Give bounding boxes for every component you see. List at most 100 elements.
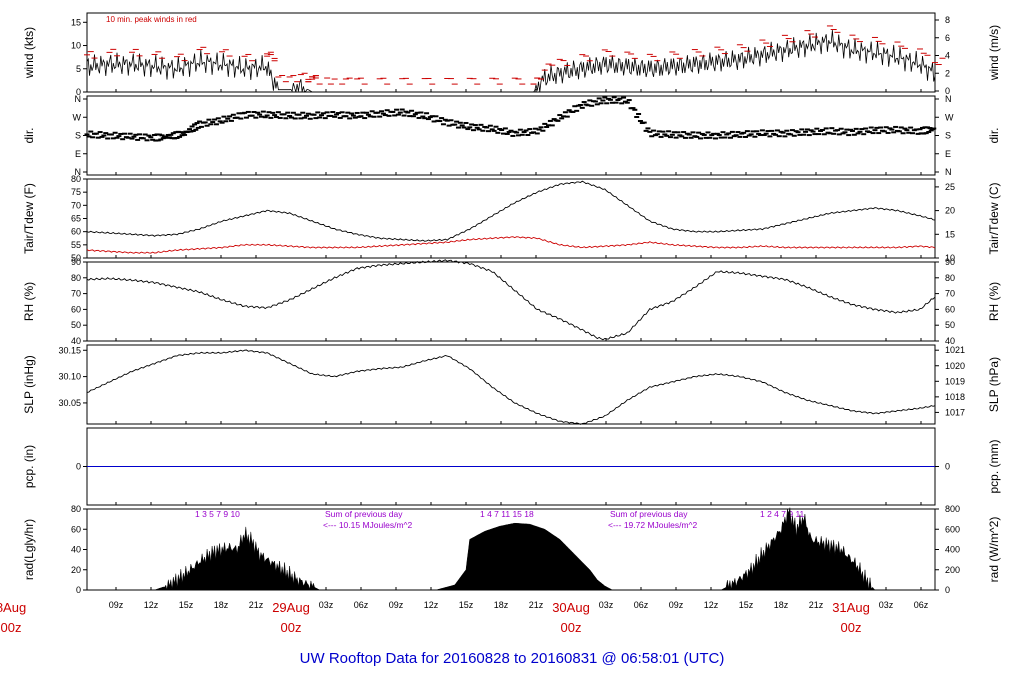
temperature-series-1 <box>86 236 936 254</box>
y-tick-label-right: 50 <box>945 320 955 330</box>
rad-area-0 <box>154 526 321 591</box>
y-tick-label-right: 0 <box>945 86 950 96</box>
y-tick-label-right: 15 <box>945 229 955 239</box>
y-axis-label-right-dir: dir. <box>987 127 1001 143</box>
y-axis-label-left-rh: RH (%) <box>22 282 36 321</box>
y-tick-label-left: 50 <box>71 253 81 263</box>
y-axis-label-left-temperature: Tair/Tdew (F) <box>22 183 36 254</box>
x-tick-label: 12z <box>704 600 719 610</box>
y-tick-label-left: 65 <box>71 214 81 224</box>
rh-series-0 <box>86 259 936 341</box>
y-tick-label-right: 400 <box>945 545 960 555</box>
y-tick-label-left: 0 <box>76 87 81 97</box>
x-day-label: 8Aug <box>0 600 26 615</box>
x-tick-label: 03z <box>319 600 334 610</box>
chart-title: UW Rooftop Data for 20160828 to 20160831… <box>299 650 725 667</box>
y-tick-label-left: N <box>75 167 82 177</box>
y-tick-label-right: E <box>945 149 951 159</box>
y-tick-label-left: 75 <box>71 187 81 197</box>
y-tick-label-left: 15 <box>71 17 81 27</box>
x-tick-label: 12z <box>144 600 159 610</box>
y-tick-label-left: 80 <box>71 273 81 283</box>
y-tick-label-left: W <box>73 112 82 122</box>
y-tick-label-right: 0 <box>945 585 950 595</box>
x-tick-label: 09z <box>669 600 684 610</box>
x-tick-label: 06z <box>914 600 929 610</box>
y-tick-label-left: 50 <box>71 320 81 330</box>
rad-hours-0: 1 3 5 7 9 10 <box>195 509 240 519</box>
y-tick-label-left: 0 <box>76 585 81 595</box>
rad-area-2 <box>720 507 876 591</box>
x-tick-label: 06z <box>354 600 369 610</box>
y-tick-label-left: 80 <box>71 504 81 514</box>
y-axis-label-left-slp: SLP (inHg) <box>22 355 36 413</box>
y-tick-label-right: N <box>945 167 952 177</box>
panel-frame-rh <box>86 261 936 342</box>
slp-series-0 <box>86 349 936 425</box>
y-axis-label-left-pcp: pcp. (in) <box>22 445 36 488</box>
rad-summary-value-0: <--- 10.15 MJoules/m^2 <box>323 520 413 530</box>
y-tick-label-right: S <box>945 131 951 141</box>
rad-hours-1: 1 4 7 11 15 18 <box>480 509 534 519</box>
wind-annotation: 10 min. peak winds in red <box>106 15 197 24</box>
x-tick-label: 18z <box>494 600 509 610</box>
y-tick-label-left: 40 <box>71 336 81 346</box>
y-tick-label-right: 2 <box>945 68 950 78</box>
y-tick-label-right: 80 <box>945 273 955 283</box>
x-day-label: 31Aug <box>832 600 870 615</box>
x-tick-label: 18z <box>214 600 229 610</box>
y-tick-label-left: E <box>75 149 81 159</box>
x-tick-label: 21z <box>809 600 824 610</box>
chart-canvas: wind (kts) wind (m/s) 0 5 10 15 0 2 4 6 8 10 min. p… <box>0 12 1001 635</box>
x-tick-label: 03z <box>599 600 614 610</box>
y-axis-label-right-pcp: pcp. (mm) <box>987 439 1001 493</box>
y-tick-label-left: 60 <box>71 227 81 237</box>
y-tick-label-right: 40 <box>945 336 955 346</box>
rad-summary-text-0: Sum of previous day <box>325 509 403 519</box>
y-tick-label-right: 20 <box>945 206 955 216</box>
y-tick-label-left: 30.10 <box>58 372 81 382</box>
y-tick-label-right: 8 <box>945 15 950 25</box>
y-tick-label-left: 70 <box>71 289 81 299</box>
x-day-sublabel: 00z <box>281 620 302 635</box>
panel-frame-slp <box>86 344 936 425</box>
wind-series-1 <box>266 61 309 93</box>
y-tick-label-right: 25 <box>945 182 955 192</box>
x-tick-label: 15z <box>459 600 474 610</box>
x-day-label: 29Aug <box>272 600 310 615</box>
y-axis-label-left-wind: wind (kts) <box>22 27 36 79</box>
x-day-label: 30Aug <box>552 600 590 615</box>
x-tick-label: 21z <box>249 600 264 610</box>
panel-frame-wind <box>86 12 936 93</box>
x-day-sublabel: 00z <box>561 620 582 635</box>
y-tick-label-right: N <box>945 94 952 104</box>
x-tick-label: 21z <box>529 600 544 610</box>
y-tick-label-left: 90 <box>71 257 81 267</box>
y-tick-label-left: 30.15 <box>58 345 81 355</box>
x-tick-label: 09z <box>109 600 124 610</box>
y-tick-label-right: 1018 <box>945 392 965 402</box>
y-axis-label-left-dir: dir. <box>22 127 36 143</box>
y-tick-label-right: 90 <box>945 257 955 267</box>
y-tick-label-right: 1020 <box>945 361 965 371</box>
y-tick-label-right: 800 <box>945 504 960 514</box>
y-tick-label-left: 80 <box>71 174 81 184</box>
x-day-sublabel: 00z <box>1 620 22 635</box>
x-tick-label: 12z <box>424 600 439 610</box>
y-tick-label-right: 0 <box>945 462 950 472</box>
rad-area-1 <box>435 522 614 591</box>
y-tick-label-right: 70 <box>945 289 955 299</box>
y-axis-label-right-temperature: Tair/Tdew (C) <box>987 182 1001 254</box>
y-tick-label-left: 5 <box>76 64 81 74</box>
y-tick-label-left: 55 <box>71 240 81 250</box>
y-tick-label-right: 4 <box>945 51 950 61</box>
rad-hours-2: 1 2 4 7 9 11 <box>760 509 805 519</box>
y-tick-label-right: 1017 <box>945 407 965 417</box>
y-tick-label-right: 6 <box>945 33 950 43</box>
y-tick-label-left: S <box>75 131 81 141</box>
y-tick-label-right: 10 <box>945 253 955 263</box>
y-tick-label-right: 600 <box>945 524 960 534</box>
y-tick-label-left: 10 <box>71 41 81 51</box>
wind-series-3 <box>533 30 936 93</box>
wind-series-2 <box>308 89 534 93</box>
